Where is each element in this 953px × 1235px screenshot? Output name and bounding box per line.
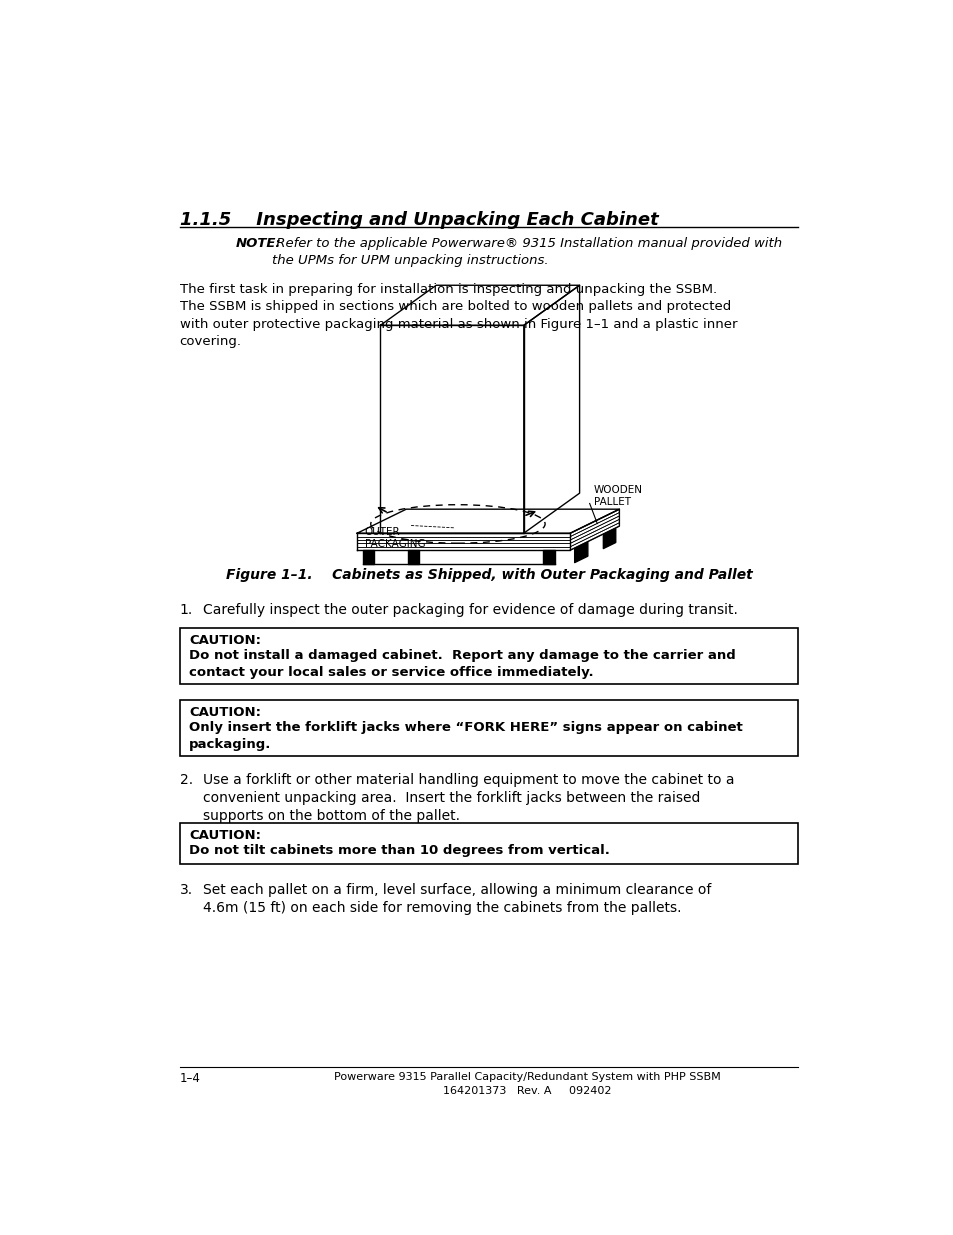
Text: 2.: 2. bbox=[179, 773, 193, 787]
Text: OUTER
PACKAGING: OUTER PACKAGING bbox=[364, 527, 425, 550]
Text: 3.: 3. bbox=[179, 883, 193, 897]
Bar bbox=[179, 627, 798, 684]
Text: Only insert the forklift jacks where “FORK HERE” signs appear on cabinet
packagi: Only insert the forklift jacks where “FO… bbox=[189, 721, 742, 751]
Bar bbox=[179, 699, 798, 756]
Text: Carefully inspect the outer packaging for evidence of damage during transit.: Carefully inspect the outer packaging fo… bbox=[203, 603, 737, 616]
Text: Figure 1–1.    Cabinets as Shipped, with Outer Packaging and Pallet: Figure 1–1. Cabinets as Shipped, with Ou… bbox=[225, 568, 752, 582]
Text: CAUTION:: CAUTION: bbox=[189, 634, 261, 647]
Text: 1.: 1. bbox=[179, 603, 193, 616]
Text: Do not install a damaged cabinet.  Report any damage to the carrier and
contact : Do not install a damaged cabinet. Report… bbox=[189, 650, 735, 679]
Text: CAUTION:: CAUTION: bbox=[189, 705, 261, 719]
Text: The first task in preparing for installation is inspecting and unpacking the SSB: The first task in preparing for installa… bbox=[179, 283, 737, 348]
Text: 1–4: 1–4 bbox=[179, 1072, 200, 1086]
Text: Refer to the applicable Powerware® 9315 Installation manual provided with
the UP: Refer to the applicable Powerware® 9315 … bbox=[272, 237, 781, 267]
Text: Set each pallet on a firm, level surface, allowing a minimum clearance of
4.6m (: Set each pallet on a firm, level surface… bbox=[203, 883, 711, 915]
Text: NOTE:: NOTE: bbox=[235, 237, 281, 249]
Bar bbox=[179, 823, 798, 863]
Text: Powerware 9315 Parallel Capacity/Redundant System with PHP SSBM
164201373   Rev.: Powerware 9315 Parallel Capacity/Redunda… bbox=[334, 1072, 720, 1097]
Text: 1.1.5    Inspecting and Unpacking Each Cabinet: 1.1.5 Inspecting and Unpacking Each Cabi… bbox=[179, 211, 658, 230]
Text: Use a forklift or other material handling equipment to move the cabinet to a
con: Use a forklift or other material handlin… bbox=[203, 773, 734, 824]
Text: CAUTION:: CAUTION: bbox=[189, 829, 261, 842]
Text: WOODEN
PALLET: WOODEN PALLET bbox=[593, 484, 642, 508]
Text: Do not tilt cabinets more than 10 degrees from vertical.: Do not tilt cabinets more than 10 degree… bbox=[189, 845, 609, 857]
